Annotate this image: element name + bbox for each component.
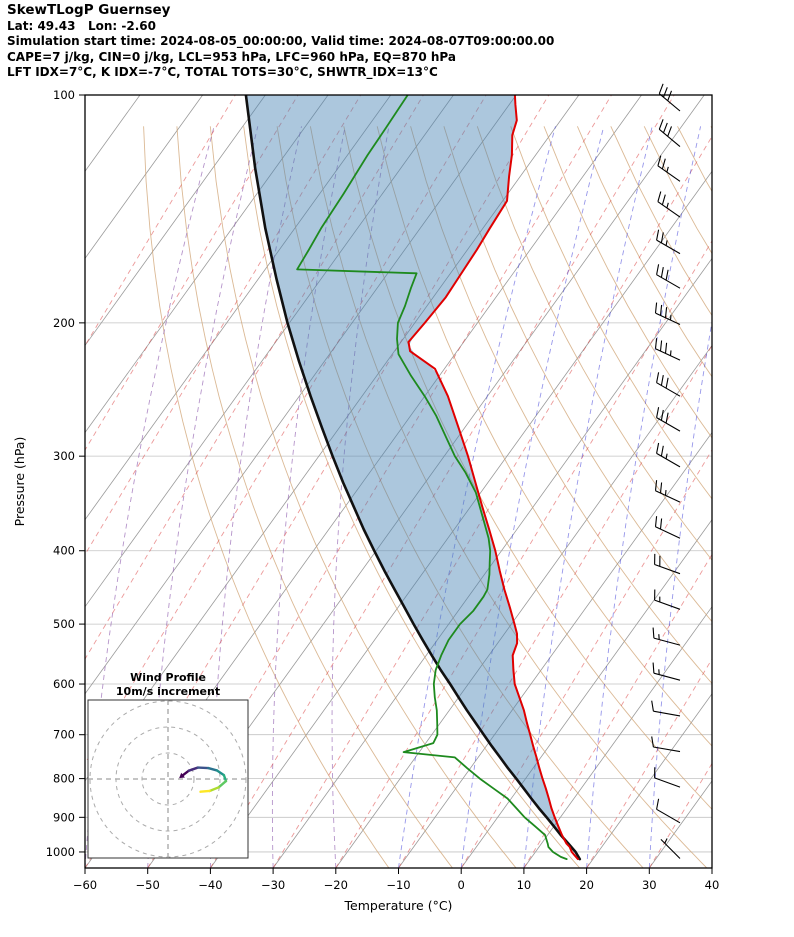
parcel-curve: [244, 95, 582, 861]
svg-text:−20: −20: [324, 878, 348, 892]
cape-shading: [245, 95, 564, 838]
svg-text:100: 100: [53, 88, 75, 102]
time-line: Simulation start time: 2024-08-05_00:00:…: [7, 34, 555, 49]
svg-text:500: 500: [53, 617, 75, 631]
y-axis-label: Pressure (hPa): [12, 437, 27, 527]
svg-text:20: 20: [579, 878, 594, 892]
svg-text:200: 200: [53, 316, 75, 330]
temperature-curve: [407, 95, 579, 861]
indices-line-2: LFT IDX=7°C, K IDX=-7°C, TOTAL TOTS=30°C…: [7, 65, 438, 80]
svg-text:700: 700: [53, 728, 75, 742]
svg-text:40: 40: [705, 878, 720, 892]
svg-text:800: 800: [53, 772, 75, 786]
svg-text:−30: −30: [261, 878, 285, 892]
y-axis: 100 200 300 400 500 600 700 800 900 1000: [46, 88, 85, 859]
hodograph-trace-segment: [181, 769, 191, 777]
inset-title: Wind Profile: [130, 671, 206, 684]
svg-text:−10: −10: [386, 878, 410, 892]
indices-line-1: CAPE=7 j/kg, CIN=0 j/kg, LCL=953 hPa, LF…: [7, 49, 456, 64]
svg-text:−50: −50: [136, 878, 160, 892]
svg-text:10: 10: [517, 878, 532, 892]
svg-text:300: 300: [53, 449, 75, 463]
hodograph-trace-segment: [187, 766, 200, 772]
header-block: SkewTLogP Guernsey Lat: 49.43 Lon: -2.60…: [7, 2, 555, 81]
location-line: Lat: 49.43 Lon: -2.60: [7, 18, 156, 33]
svg-text:30: 30: [642, 878, 657, 892]
mixing-ratio-lines: [85, 95, 712, 868]
dewpoint-curve: [296, 95, 568, 860]
svg-text:1000: 1000: [46, 845, 75, 859]
x-axis-label: Temperature (°C): [344, 898, 453, 913]
figure-title: SkewTLogP Guernsey: [7, 2, 171, 18]
hodograph-trace-segment: [217, 779, 228, 789]
moist-adiabats-cold: [85, 126, 390, 868]
hodograph-trace-segment: [208, 786, 220, 793]
svg-text:−40: −40: [198, 878, 222, 892]
x-axis: −60 −50 −40 −30 −20 −10 0 10 20 30 40: [73, 868, 719, 892]
hodograph-trace-segment: [215, 769, 226, 777]
plot-background: [85, 95, 712, 868]
svg-text:600: 600: [53, 677, 75, 691]
dry-adiabats: [143, 126, 712, 868]
svg-text:−60: −60: [73, 878, 97, 892]
svg-text:900: 900: [53, 810, 75, 824]
hodograph-trace-segment: [207, 766, 219, 772]
hodograph-trace-segment: [199, 789, 211, 793]
wind-barbs: [651, 83, 681, 859]
svg-text:400: 400: [53, 544, 75, 558]
hodograph-trace-segment: [196, 766, 210, 770]
svg-text:0: 0: [458, 878, 465, 892]
inset-subtitle: 10m/s increment: [116, 685, 220, 698]
hodograph-start-arrow: [179, 772, 185, 779]
moist-adiabats: [398, 126, 712, 868]
